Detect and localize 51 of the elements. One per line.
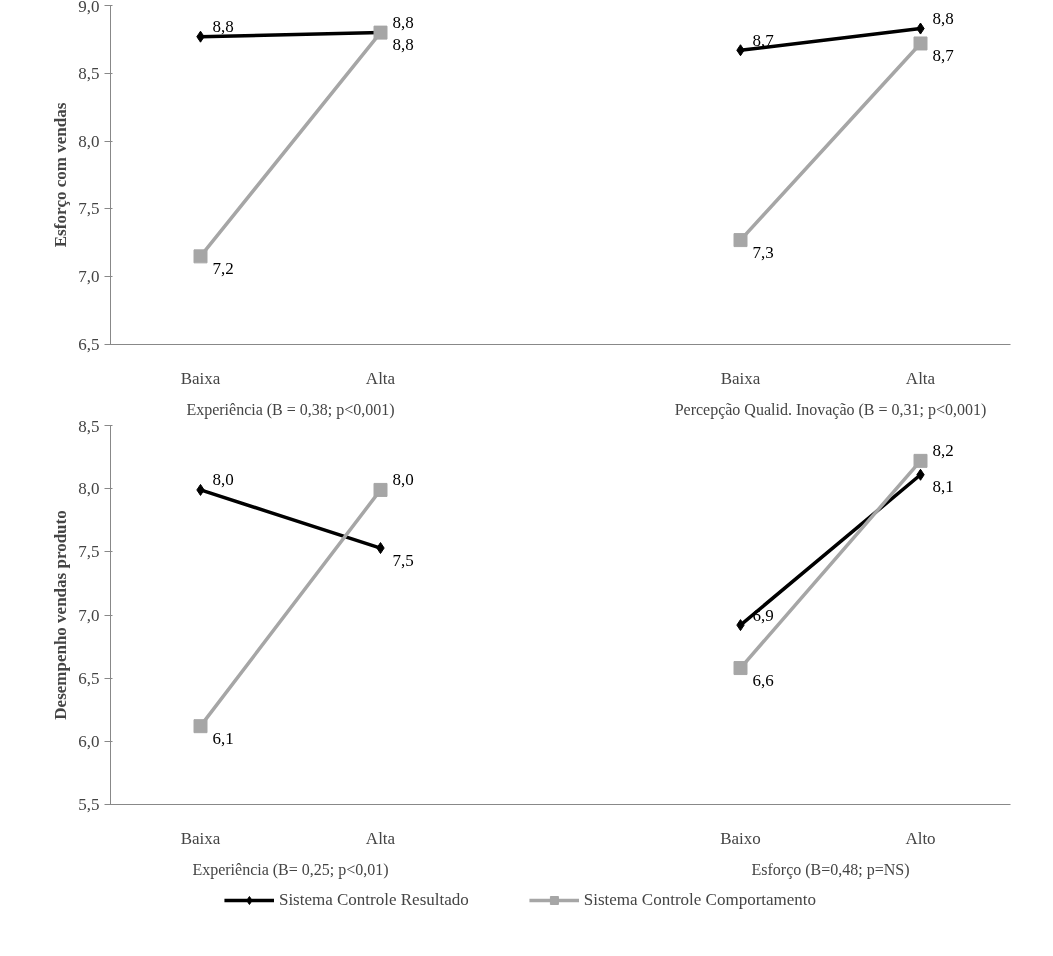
x-tick-label: Baixa <box>720 368 761 388</box>
data-label: 7,3 <box>752 242 774 262</box>
data-label: 8,2 <box>932 441 954 461</box>
x-tick-label: Alta <box>365 828 396 848</box>
point <box>913 453 928 468</box>
point <box>373 482 388 497</box>
data-label: 7,2 <box>212 258 234 278</box>
x-tick-label: Alto <box>905 828 936 848</box>
data-label: 8,8 <box>212 17 234 37</box>
x-tick-label: Alta <box>365 368 396 388</box>
y-tick-label: 6,0 <box>78 731 100 751</box>
data-label: 8,8 <box>392 13 414 33</box>
point <box>733 661 748 676</box>
text: Esforço (B=0,48; p=NS) <box>751 860 910 879</box>
y-tick-label: 6,5 <box>78 335 100 354</box>
text: Experiência (B= 0,25; p<0,01) <box>192 860 389 879</box>
data-label: 6,1 <box>212 728 234 748</box>
y-tick-label: 5,5 <box>78 795 100 814</box>
point <box>733 233 748 248</box>
y-tick-label: 7,0 <box>78 267 100 287</box>
legend-label: Sistema Controle Comportamento <box>583 890 817 910</box>
y-tick-label: 9,0 <box>78 0 100 16</box>
data-label: 7,5 <box>392 550 414 570</box>
x-tick-label: Baixa <box>180 828 221 848</box>
y-tick-label: 7,0 <box>78 605 100 625</box>
x-tick-label: Baixa <box>180 368 221 388</box>
data-label: 8,0 <box>392 470 414 490</box>
text: Percepção Qualid. Inovação (B = 0,31; p<0,001) <box>674 400 987 419</box>
y-axis-title: Esforço com vendas <box>51 102 71 248</box>
x-tick-label: Alta <box>905 368 936 388</box>
data-label: 8,7 <box>932 45 955 65</box>
data-label: 6,6 <box>752 670 774 690</box>
y-tick-label: 8,0 <box>78 479 100 499</box>
y-axis-title: Desempenho vendas produto <box>51 510 71 720</box>
y-tick-label: 8,5 <box>78 63 100 83</box>
data-label: 8,0 <box>212 470 234 490</box>
y-tick-label: 8,0 <box>78 131 100 151</box>
point <box>193 719 208 734</box>
y-tick-label: 8,5 <box>78 416 100 436</box>
legend-label: Sistema Controle Resultado <box>278 890 469 910</box>
y-tick-label: 7,5 <box>78 542 100 562</box>
point <box>913 36 928 51</box>
point <box>193 249 208 264</box>
y-tick-label: 6,5 <box>78 668 100 688</box>
data-label: 8,7 <box>752 30 775 50</box>
y-tick-label: 7,5 <box>78 199 100 219</box>
data-label: 8,8 <box>392 35 414 55</box>
data-label: 8,8 <box>932 9 954 29</box>
data-label: 8,1 <box>932 477 954 497</box>
text: Experiência (B = 0,38; p<0,001) <box>186 400 395 419</box>
x-tick-label: Baixo <box>720 828 761 848</box>
